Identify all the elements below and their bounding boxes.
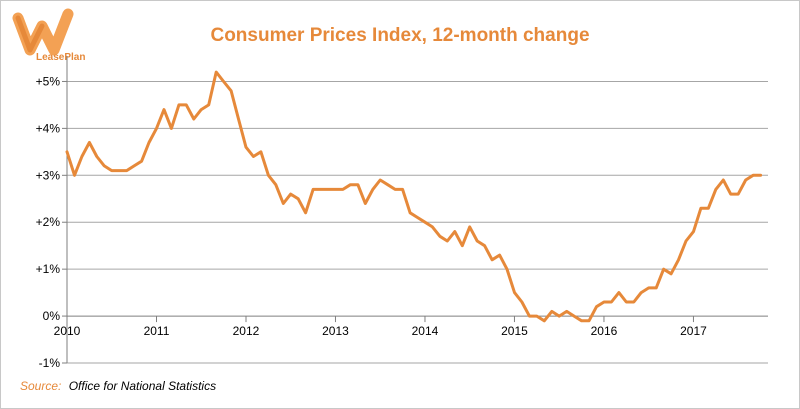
y-tick-label: +5% (36, 74, 61, 88)
y-tick-label: +4% (36, 121, 61, 135)
x-tick-label: 2014 (412, 324, 439, 338)
x-tick-labels: 2010 2011 2012 2013 2014 2015 2016 2017 (54, 324, 707, 338)
leaseplan-logo: LeasePlan (12, 8, 85, 63)
x-tick-label: 2012 (233, 324, 260, 338)
x-tick-label: 2013 (322, 324, 349, 338)
x-tick-label: 2017 (680, 324, 707, 338)
source-label: Source: (20, 379, 62, 393)
x-tick-label: 2010 (54, 324, 81, 338)
y-tick-labels: +5% +4% +3% +2% +1% 0% -1% (36, 74, 61, 370)
chart-title: Consumer Prices Index, 12-month change (210, 25, 590, 46)
svg-text:LeasePlan: LeasePlan (36, 52, 85, 63)
gridlines (67, 80, 768, 364)
x-tick-label: 2016 (591, 324, 618, 338)
series-line-cpi (65, 70, 763, 323)
x-tick-label: 2011 (144, 324, 170, 338)
x-tick-label: 2015 (501, 324, 528, 338)
source-note: Source: Office for National Statistics (20, 379, 216, 393)
y-tick-label: +3% (36, 168, 61, 182)
source-text: Office for National Statistics (68, 379, 217, 393)
axes (62, 56, 768, 364)
y-tick-label: +2% (36, 215, 61, 229)
series-layer (65, 70, 763, 323)
y-tick-label: 0% (43, 309, 61, 323)
y-tick-label: -1% (39, 356, 61, 370)
y-tick-label: +1% (36, 262, 61, 276)
